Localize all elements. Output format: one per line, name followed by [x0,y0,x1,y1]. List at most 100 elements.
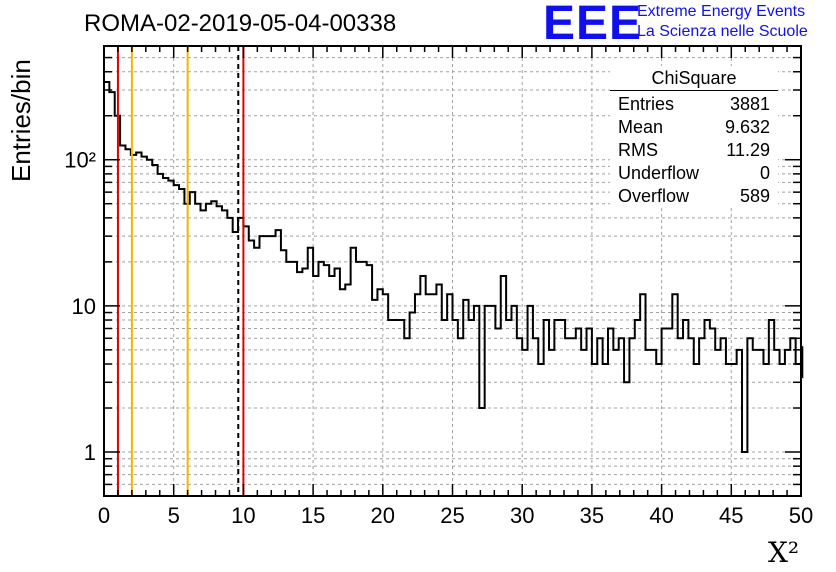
histogram-bin [383,294,388,496]
x-tick-label: 10 [231,503,255,528]
histogram-bin [469,320,474,496]
x-tick-label: 35 [580,503,604,528]
histogram-bin [259,236,264,496]
histogram-bins [104,81,804,496]
histogram-bin [619,338,624,496]
histogram-bin [318,262,323,496]
histogram-bin [479,408,484,496]
histogram-bin [367,265,372,496]
histogram-bin [790,338,795,496]
histogram-bin [276,230,281,496]
histogram-bin [195,204,200,496]
x-tick-label: 40 [649,503,673,528]
histogram-bin [688,338,693,496]
histogram-bin [613,350,618,496]
histogram-bin [356,262,361,496]
x-tick-label: 25 [440,503,464,528]
stats-row-overflow: Overflow 589 [610,185,778,208]
stats-row-entries: Entries 3881 [610,93,778,116]
stats-value: 11.29 [726,140,770,160]
histogram-bin [624,382,629,496]
histogram-bin [511,306,516,496]
histogram-bin [426,294,431,496]
histogram-bin [587,329,592,496]
y-axis-label: Entries/bin [6,59,36,182]
histogram-bin [136,153,141,496]
x-tick-label: 15 [301,503,325,528]
histogram-bin [742,452,747,496]
histogram-bin [249,241,254,496]
histogram-bin [458,338,463,496]
histogram-bin [453,320,458,496]
histogram-bin [281,250,286,496]
x-tick-label: 45 [719,503,743,528]
histogram-bin [597,338,602,496]
stats-value: 589 [739,186,770,206]
histogram-bin [678,338,683,496]
histogram-bin [769,320,774,496]
stats-row-underflow: Underflow 0 [610,162,778,185]
histogram-bin [603,364,608,496]
histogram-bin [420,276,425,496]
histogram-bin [410,313,415,496]
histogram-bin [758,350,763,496]
histogram-bin [485,306,490,496]
histogram-bin [662,329,667,496]
histogram-bin [731,364,736,496]
stats-label: Mean [618,117,664,137]
histogram-bin [351,248,356,496]
histogram-bin [265,236,270,496]
histogram-bin [142,157,147,496]
histogram-bin [710,329,715,496]
x-tick-label: 50 [789,503,813,528]
y-tick-label: 1 [84,440,96,465]
histogram-bin [721,338,726,496]
histogram-bin [431,294,436,496]
histogram-bin [533,338,538,496]
x-tick-label: 30 [510,503,534,528]
histogram-bin [495,329,500,496]
histogram-bin [608,329,613,496]
histogram-bin [549,350,554,496]
stats-divider [610,90,778,91]
histogram-bin [565,338,570,496]
histogram-bin [704,320,709,496]
histogram-bin [329,276,334,496]
histogram-bin [168,181,173,496]
histogram-bin [592,364,597,496]
histogram-bin [490,306,495,496]
histogram-bin [292,262,297,496]
logo-line-2: La Scienza nelle Scuole [637,23,808,40]
histogram-bin [217,206,222,496]
histogram-bin [227,218,232,496]
stats-label: Overflow [618,186,690,206]
stats-box: ChiSquare Entries 3881 Mean 9.632 RMS 11.29… [610,66,778,208]
histogram-bin [302,269,307,496]
stats-value: 3881 [729,94,770,114]
histogram-bin [570,338,575,496]
histogram-bin [125,149,130,496]
histogram-bin [463,300,468,496]
histogram-bin [361,262,366,496]
histogram-bin [174,185,179,496]
histogram-bin [404,338,409,496]
histogram-bin [340,289,345,496]
logo-line-1: Extreme Energy Events [637,3,806,20]
histogram-bin [415,294,420,496]
histogram-bin [308,248,313,496]
histogram-bin [506,320,511,496]
histogram-bin [554,320,559,496]
x-tick-label: 5 [168,503,180,528]
x-tick-label: 0 [98,503,110,528]
marker-lines [116,46,245,496]
stats-value: 0 [759,163,770,183]
histogram-bin [163,178,168,496]
histogram-bin [538,364,543,496]
histogram-bin [335,269,340,496]
histogram-bin [190,192,195,496]
histogram-bin [147,160,152,496]
histogram-bin [206,204,211,496]
histogram-bin [780,364,785,496]
histogram-bin [222,210,227,496]
